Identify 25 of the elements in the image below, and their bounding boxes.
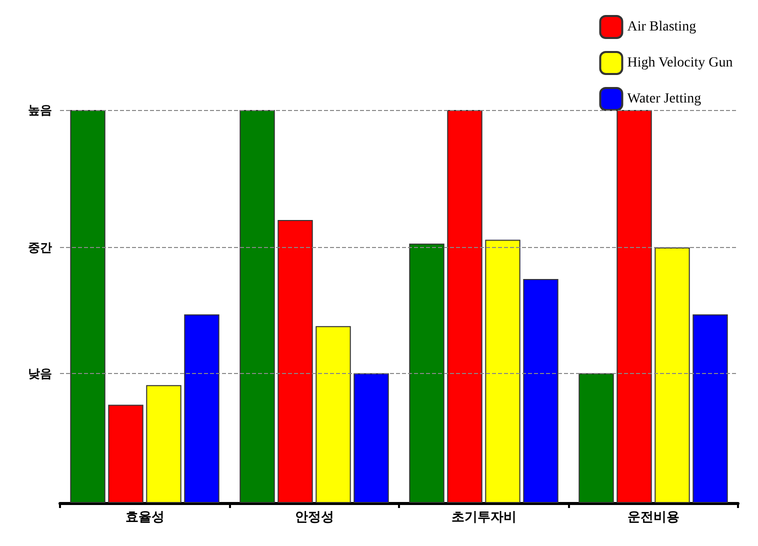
x-tick-label: 효율성 <box>125 510 164 525</box>
bar <box>578 373 614 503</box>
bar <box>523 278 558 503</box>
bar <box>70 110 106 503</box>
bar <box>409 244 444 503</box>
bar <box>278 220 313 503</box>
legend-label: Air Blasting <box>627 20 696 34</box>
bar <box>146 385 182 503</box>
bar <box>354 373 389 503</box>
legend-label: High Velocity Gun <box>627 56 733 70</box>
bar <box>692 314 728 503</box>
x-tick-label: 운전비용 <box>627 510 680 525</box>
bar <box>240 110 275 503</box>
ref-line-label: 높음 <box>28 103 52 117</box>
bar <box>485 240 520 503</box>
legend-label: Water Jetting <box>627 92 702 106</box>
bar <box>316 326 351 503</box>
bar <box>184 314 220 503</box>
x-tick-label: 초기투자비 <box>451 510 516 525</box>
ref-line-label: 낮음 <box>28 366 52 380</box>
bar <box>108 404 144 503</box>
x-tick-label: 안정성 <box>294 510 334 525</box>
ref-line-label: 중간 <box>28 240 52 255</box>
bar <box>654 248 690 503</box>
bar <box>447 110 482 503</box>
